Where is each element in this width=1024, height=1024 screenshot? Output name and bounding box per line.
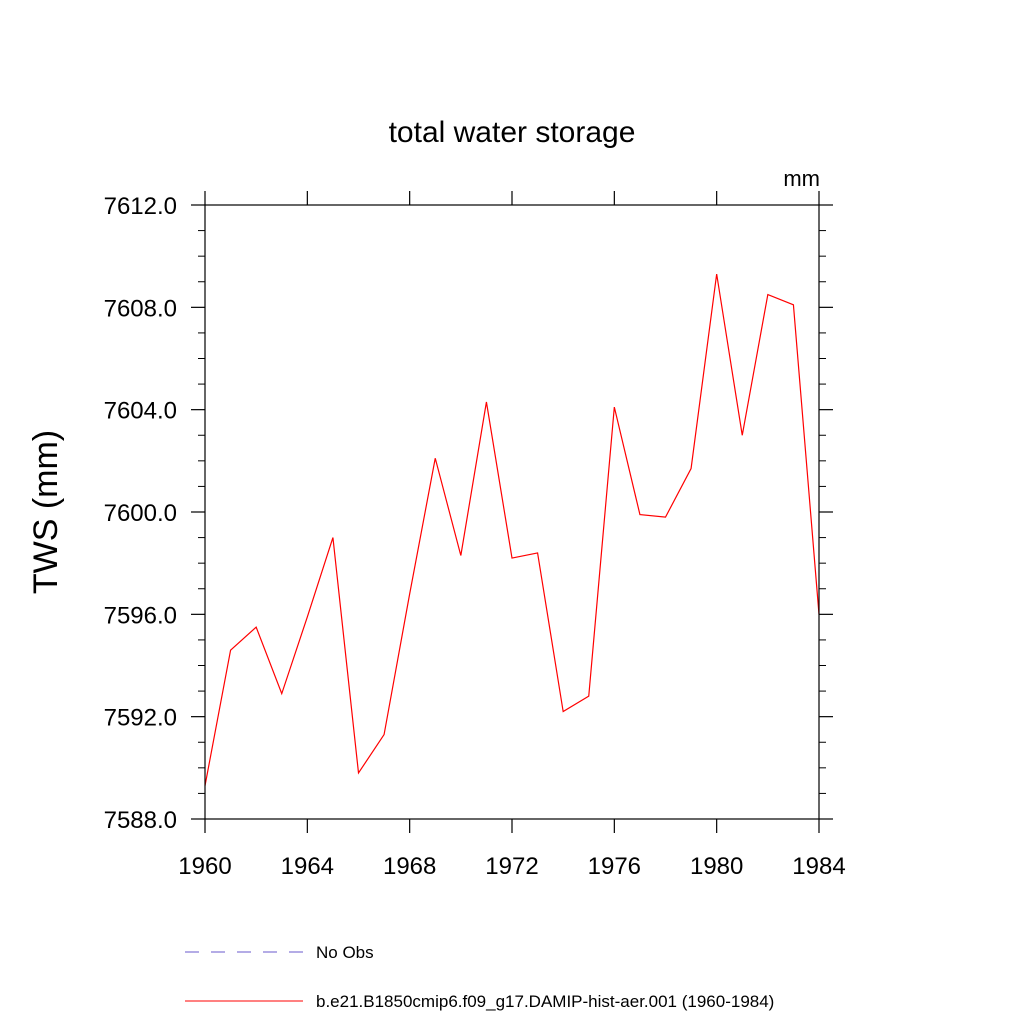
x-tick-label: 1976 <box>588 853 641 880</box>
y-tick-label: 7596.0 <box>104 602 177 629</box>
legend-label: b.e21.B1850cmip6.f09_g17.DAMIP-hist-aer.… <box>316 992 774 1011</box>
y-tick-label: 7600.0 <box>104 500 177 527</box>
x-tick-label: 1968 <box>383 853 436 880</box>
x-tick-labels: 1960 1964 1968 1972 1976 1980 1984 <box>178 853 845 880</box>
y-tick-label: 7612.0 <box>104 193 177 220</box>
y-tick-label: 7588.0 <box>104 807 177 834</box>
x-tick-label: 1980 <box>690 853 743 880</box>
legend-label: No Obs <box>316 943 374 962</box>
units-label: mm <box>783 166 820 191</box>
series-line <box>204 273 820 786</box>
x-tick-label: 1972 <box>485 853 538 880</box>
y-tick-labels: 7588.0 7592.0 7596.0 7600.0 7604.0 7608.0 7612… <box>104 193 177 834</box>
axis-ticks <box>191 191 833 833</box>
series-layer <box>204 273 820 786</box>
y-tick-label: 7592.0 <box>104 705 177 732</box>
y-tick-label: 7608.0 <box>104 295 177 322</box>
legend: No Obs b.e21.B1850cmip6.f09_g17.DAMIP-his… <box>185 943 774 1011</box>
y-axis-label: TWS (mm) <box>27 430 65 594</box>
x-tick-label: 1964 <box>281 853 334 880</box>
x-tick-label: 1984 <box>792 853 845 880</box>
x-tick-label: 1960 <box>178 853 231 880</box>
chart-title: total water storage <box>389 116 636 149</box>
plot-frame <box>204 204 820 820</box>
y-tick-label: 7604.0 <box>104 398 177 425</box>
